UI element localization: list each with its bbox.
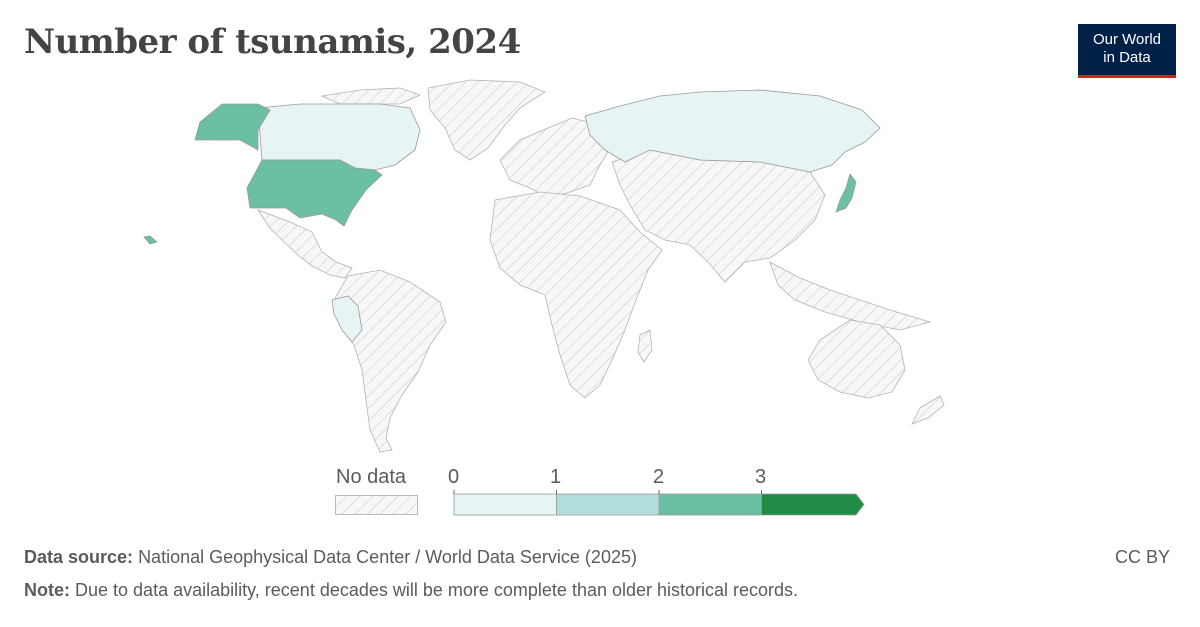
- note-text: Due to data availability, recent decades…: [75, 580, 799, 600]
- page-title: Number of tsunamis, 2024: [24, 22, 521, 62]
- map-region-united-states[interactable]: [246, 159, 383, 227]
- map-region-southeast-asia[interactable]: [769, 261, 932, 331]
- no-data-regions: [256, 79, 945, 453]
- data-source: Data source: National Geophysical Data C…: [24, 547, 637, 568]
- note: Note: Due to data availability, recent d…: [24, 580, 798, 601]
- map-region-mexico-central-america[interactable]: [256, 209, 353, 279]
- data-source-label: Data source:: [24, 547, 134, 567]
- legend-bin-0[interactable]: [453, 493, 557, 516]
- map-region-hawaii[interactable]: [143, 235, 158, 245]
- map-region-new-zealand[interactable]: [911, 395, 945, 425]
- note-label: Note:: [24, 580, 70, 600]
- data-regions: [143, 89, 881, 343]
- legend-no-data-label: No data: [336, 466, 407, 488]
- map-region-europe[interactable]: [499, 117, 613, 199]
- legend-tick-3: 3: [755, 466, 767, 488]
- map-region-japan[interactable]: [835, 173, 857, 213]
- legend-tick-0: 0: [448, 466, 460, 488]
- map-region-arctic-islands[interactable]: [320, 87, 422, 105]
- license-link[interactable]: CC BY: [1114, 547, 1170, 567]
- map-region-madagascar[interactable]: [637, 329, 653, 363]
- logo-line-1: Our World: [1092, 31, 1162, 48]
- map-region-russia[interactable]: [584, 89, 881, 173]
- map-region-australia[interactable]: [807, 319, 906, 399]
- logo-line-2: in Data: [1103, 49, 1151, 66]
- legend-bin-3[interactable]: [761, 493, 865, 516]
- legend-no-data-swatch: [335, 495, 418, 515]
- map-region-peru[interactable]: [331, 295, 363, 343]
- map-region-greenland[interactable]: [427, 79, 546, 161]
- legend-bin-1[interactable]: [556, 493, 660, 516]
- legend-bin-2[interactable]: [658, 493, 762, 516]
- map-region-africa[interactable]: [489, 191, 663, 399]
- map-region-alaska[interactable]: [194, 103, 271, 151]
- data-source-text[interactable]: National Geophysical Data Center / World…: [138, 547, 637, 567]
- owid-logo[interactable]: Our World in Data: [1078, 24, 1176, 78]
- legend-tick-2: 2: [653, 466, 665, 488]
- legend-color-scale: [453, 490, 865, 516]
- map-region-south-america[interactable]: [333, 269, 447, 453]
- legend-tick-1: 1: [550, 466, 562, 488]
